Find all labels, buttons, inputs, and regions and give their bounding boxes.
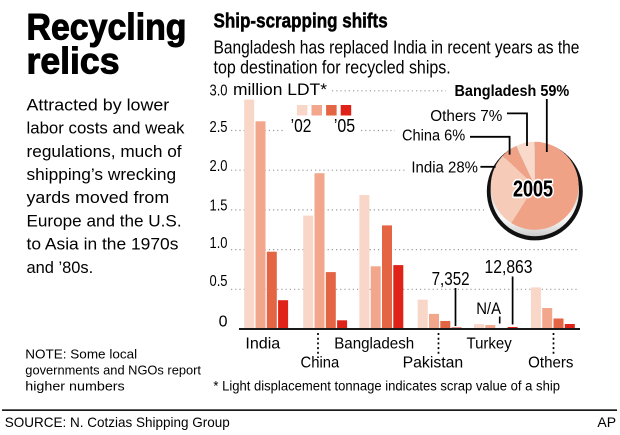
svg-text:Bangladesh has replaced India: Bangladesh has replaced India in recent … [214, 37, 580, 58]
svg-text:yards moved from: yards moved from [27, 189, 170, 207]
svg-text:NOTE: Some local: NOTE: Some local [25, 346, 137, 361]
svg-text:China: China [301, 355, 340, 372]
svg-text:Bangladesh: Bangladesh [334, 335, 414, 352]
svg-text:7,352: 7,352 [432, 269, 470, 289]
svg-text:0: 0 [219, 313, 228, 330]
svg-text:India 28%: India 28% [411, 160, 478, 177]
svg-text:N/A: N/A [476, 299, 501, 318]
svg-text:labor costs and weak: labor costs and weak [27, 120, 186, 138]
svg-text:’05: ’05 [334, 116, 355, 136]
svg-text:shipping’s wrecking: shipping’s wrecking [27, 166, 177, 184]
svg-text:Bangladesh 59%: Bangladesh 59% [455, 83, 570, 100]
svg-text:regulations, much of: regulations, much of [27, 143, 183, 161]
svg-text:1.5: 1.5 [210, 197, 228, 214]
svg-text:Others 7%: Others 7% [430, 108, 502, 125]
svg-text:0.5: 0.5 [210, 273, 228, 290]
svg-text:AP: AP [597, 414, 616, 430]
svg-text:SOURCE: N. Cotzias Shipping Gr: SOURCE: N. Cotzias Shipping Group [5, 414, 230, 430]
svg-text:3.0: 3.0 [210, 82, 228, 99]
svg-text:2.0: 2.0 [210, 158, 228, 175]
svg-text:top destination for recycled s: top destination for recycled ships. [214, 56, 451, 77]
svg-text:2005: 2005 [513, 176, 553, 202]
svg-text:million LDT*: million LDT* [233, 80, 327, 99]
svg-text:and ’80s.: and ’80s. [27, 259, 94, 277]
svg-text:1.0: 1.0 [210, 235, 228, 252]
svg-text:Turkey: Turkey [467, 335, 512, 352]
svg-text:governments and NGOs report: governments and NGOs report [25, 362, 201, 377]
svg-text:Others: Others [528, 355, 573, 372]
svg-text:China 6%: China 6% [402, 128, 465, 145]
svg-text:2005: 2005 [513, 176, 553, 202]
svg-text:’02: ’02 [291, 116, 312, 136]
svg-text:* Light displacement tonnage i: * Light displacement tonnage indicates s… [213, 378, 560, 393]
svg-text:higher numbers: higher numbers [25, 378, 125, 393]
svg-text:Ship-scrapping shifts: Ship-scrapping shifts [214, 10, 388, 33]
svg-text:to Asia in the 1970s: to Asia in the 1970s [27, 236, 179, 254]
svg-text:Europe and the U.S.: Europe and the U.S. [27, 212, 182, 230]
svg-text:relics: relics [27, 40, 120, 81]
svg-text:Pakistan: Pakistan [403, 355, 464, 372]
svg-text:Attracted by lower: Attracted by lower [27, 96, 170, 114]
svg-text:12,863: 12,863 [485, 257, 533, 277]
svg-text:Recycling: Recycling [27, 7, 187, 48]
svg-text:2.5: 2.5 [210, 119, 228, 136]
svg-text:India: India [245, 335, 280, 352]
